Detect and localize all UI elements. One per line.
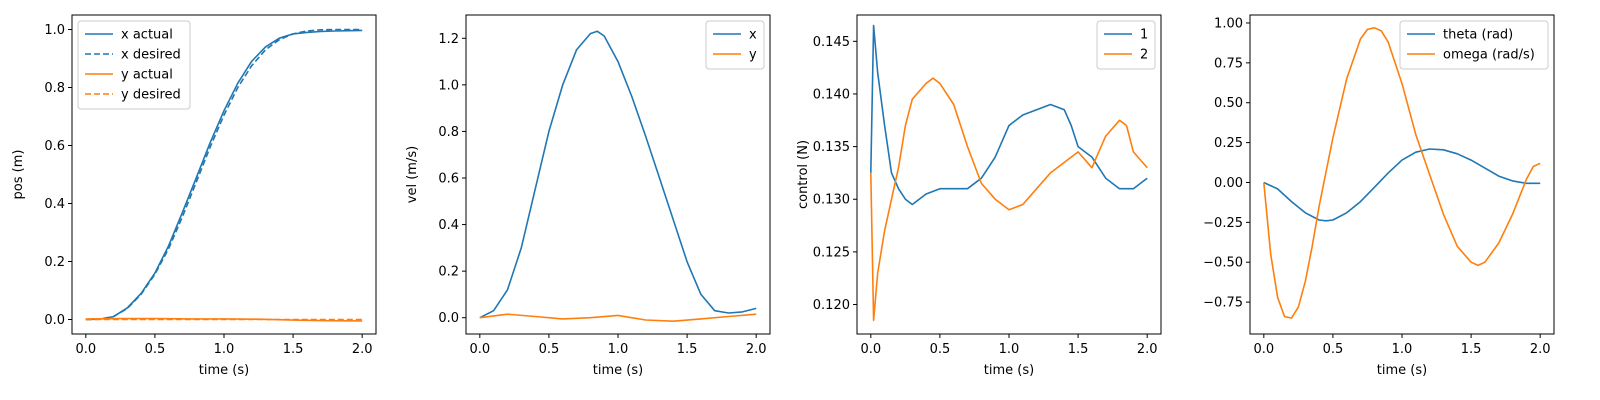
x-tick-label: 2.0 bbox=[1530, 342, 1551, 357]
legend-box bbox=[1399, 20, 1549, 70]
x-axis-label: time (s) bbox=[984, 363, 1034, 378]
x-tick-label: 2.0 bbox=[1137, 342, 1158, 357]
legend-box bbox=[1096, 20, 1156, 70]
x-axis-label: time (s) bbox=[1377, 363, 1427, 378]
y-axis-label: control (N) bbox=[796, 140, 811, 209]
chart-panel-2: 0.0 0.5 1.0 1.5 2.0 0.0 0.2 0.4 0.6 0.8 1.0 1.2 time… bbox=[405, 14, 771, 378]
x-tick-label: 1.0 bbox=[1392, 342, 1413, 357]
y-tick-label: 1.00 bbox=[1214, 16, 1243, 31]
x-tick-label: 1.0 bbox=[999, 342, 1020, 357]
x-axis-label: time (s) bbox=[199, 363, 249, 378]
legend-box bbox=[705, 20, 765, 70]
y-tick-label: 0.00 bbox=[1214, 176, 1243, 191]
y-tick-label: 0.130 bbox=[813, 193, 850, 208]
chart-panel-3: 0.0 0.5 1.0 1.5 2.0 0.120 0.125 0.130 0.135 0.140… bbox=[796, 14, 1162, 378]
legend: 12 bbox=[1096, 20, 1156, 70]
y-tick-label: −0.25 bbox=[1203, 216, 1243, 231]
legend-label: y bbox=[749, 48, 757, 63]
legend-label: y actual bbox=[121, 68, 173, 83]
y-tick-label: 0.6 bbox=[44, 139, 65, 154]
legend-label: y desired bbox=[121, 88, 181, 103]
legend: x actual x desired y actual y desired bbox=[77, 20, 191, 110]
panels: 0.0 0.5 1.0 1.5 2.0 0.0 0.2 0.4 0.6 0.8 1.0 time (s… bbox=[11, 14, 1555, 378]
x-axis-label: time (s) bbox=[593, 363, 643, 378]
series-line-3-2 bbox=[870, 77, 1148, 322]
y-tick-label: 0.4 bbox=[438, 218, 459, 233]
y-tick-label: 0.145 bbox=[813, 35, 850, 50]
legend-label: x actual bbox=[121, 28, 173, 43]
y-tick-label: 0.4 bbox=[44, 197, 65, 212]
x-tick-label: 1.5 bbox=[283, 342, 304, 357]
x-tick-label: 0.0 bbox=[75, 342, 96, 357]
legend-label: x desired bbox=[121, 48, 181, 63]
x-tick-label: 1.5 bbox=[1068, 342, 1089, 357]
y-tick-label: −0.50 bbox=[1203, 256, 1243, 271]
y-tick-label: 0.8 bbox=[438, 125, 459, 140]
y-tick-label: 0.6 bbox=[438, 171, 459, 186]
y-axis-label: vel (m/s) bbox=[405, 146, 420, 203]
x-tick-label: 1.5 bbox=[1461, 342, 1482, 357]
y-tick-label: 0.2 bbox=[438, 265, 459, 280]
y-tick-label: 0.50 bbox=[1214, 96, 1243, 111]
legend-label: x bbox=[749, 28, 757, 43]
y-tick-label: 1.0 bbox=[438, 78, 459, 93]
y-tick-label: 0.2 bbox=[44, 255, 65, 270]
y-tick-label: 0.25 bbox=[1214, 136, 1243, 151]
x-tick-label: 2.0 bbox=[746, 342, 767, 357]
x-tick-label: 2.0 bbox=[352, 342, 373, 357]
legend-label: 2 bbox=[1140, 48, 1148, 63]
y-tick-label: 1.2 bbox=[438, 32, 459, 47]
x-tick-label: 0.5 bbox=[930, 342, 951, 357]
series-line-4-1 bbox=[1263, 148, 1541, 222]
chart-panel-1: 0.0 0.5 1.0 1.5 2.0 0.0 0.2 0.4 0.6 0.8 1.0 time (s… bbox=[11, 14, 377, 378]
y-tick-label: 0.120 bbox=[813, 298, 850, 313]
legend-label: theta (rad) bbox=[1443, 28, 1513, 43]
x-tick-label: 0.5 bbox=[1323, 342, 1344, 357]
chart-panel-4: 0.0 0.5 1.0 1.5 2.0 −0.75 −0.50 −0.25 0.00 0.25 0.… bbox=[1203, 14, 1555, 378]
x-tick-label: 0.5 bbox=[145, 342, 166, 357]
y-tick-label: −0.75 bbox=[1203, 296, 1243, 311]
series-line-2-1 bbox=[479, 30, 757, 319]
x-tick-label: 0.5 bbox=[539, 342, 560, 357]
legend-label: omega (rad/s) bbox=[1443, 48, 1535, 63]
y-tick-label: 0.75 bbox=[1214, 56, 1243, 71]
series-line-1-2 bbox=[85, 28, 363, 321]
y-tick-label: 0.125 bbox=[813, 245, 850, 260]
y-tick-label: 0.135 bbox=[813, 140, 850, 155]
y-tick-label: 0.8 bbox=[44, 81, 65, 96]
legend: theta (rad) omega (rad/s) bbox=[1399, 20, 1549, 70]
x-tick-label: 1.5 bbox=[677, 342, 698, 357]
legend-label: 1 bbox=[1140, 28, 1148, 43]
legend-box bbox=[77, 20, 191, 110]
series-line-1-1 bbox=[85, 29, 363, 321]
x-tick-label: 0.0 bbox=[1253, 342, 1274, 357]
legend: xy bbox=[705, 20, 765, 70]
y-tick-label: 0.140 bbox=[813, 87, 850, 102]
x-tick-label: 1.0 bbox=[214, 342, 235, 357]
y-axis-label: pos (m) bbox=[11, 150, 26, 200]
x-tick-label: 0.0 bbox=[469, 342, 490, 357]
y-tick-label: 1.0 bbox=[44, 23, 65, 38]
x-tick-label: 0.0 bbox=[860, 342, 881, 357]
x-tick-label: 1.0 bbox=[608, 342, 629, 357]
y-tick-label: 0.0 bbox=[44, 313, 65, 328]
series-line-2-2 bbox=[479, 313, 757, 323]
y-tick-label: 0.0 bbox=[438, 311, 459, 326]
series-line-4-2 bbox=[1263, 26, 1541, 319]
